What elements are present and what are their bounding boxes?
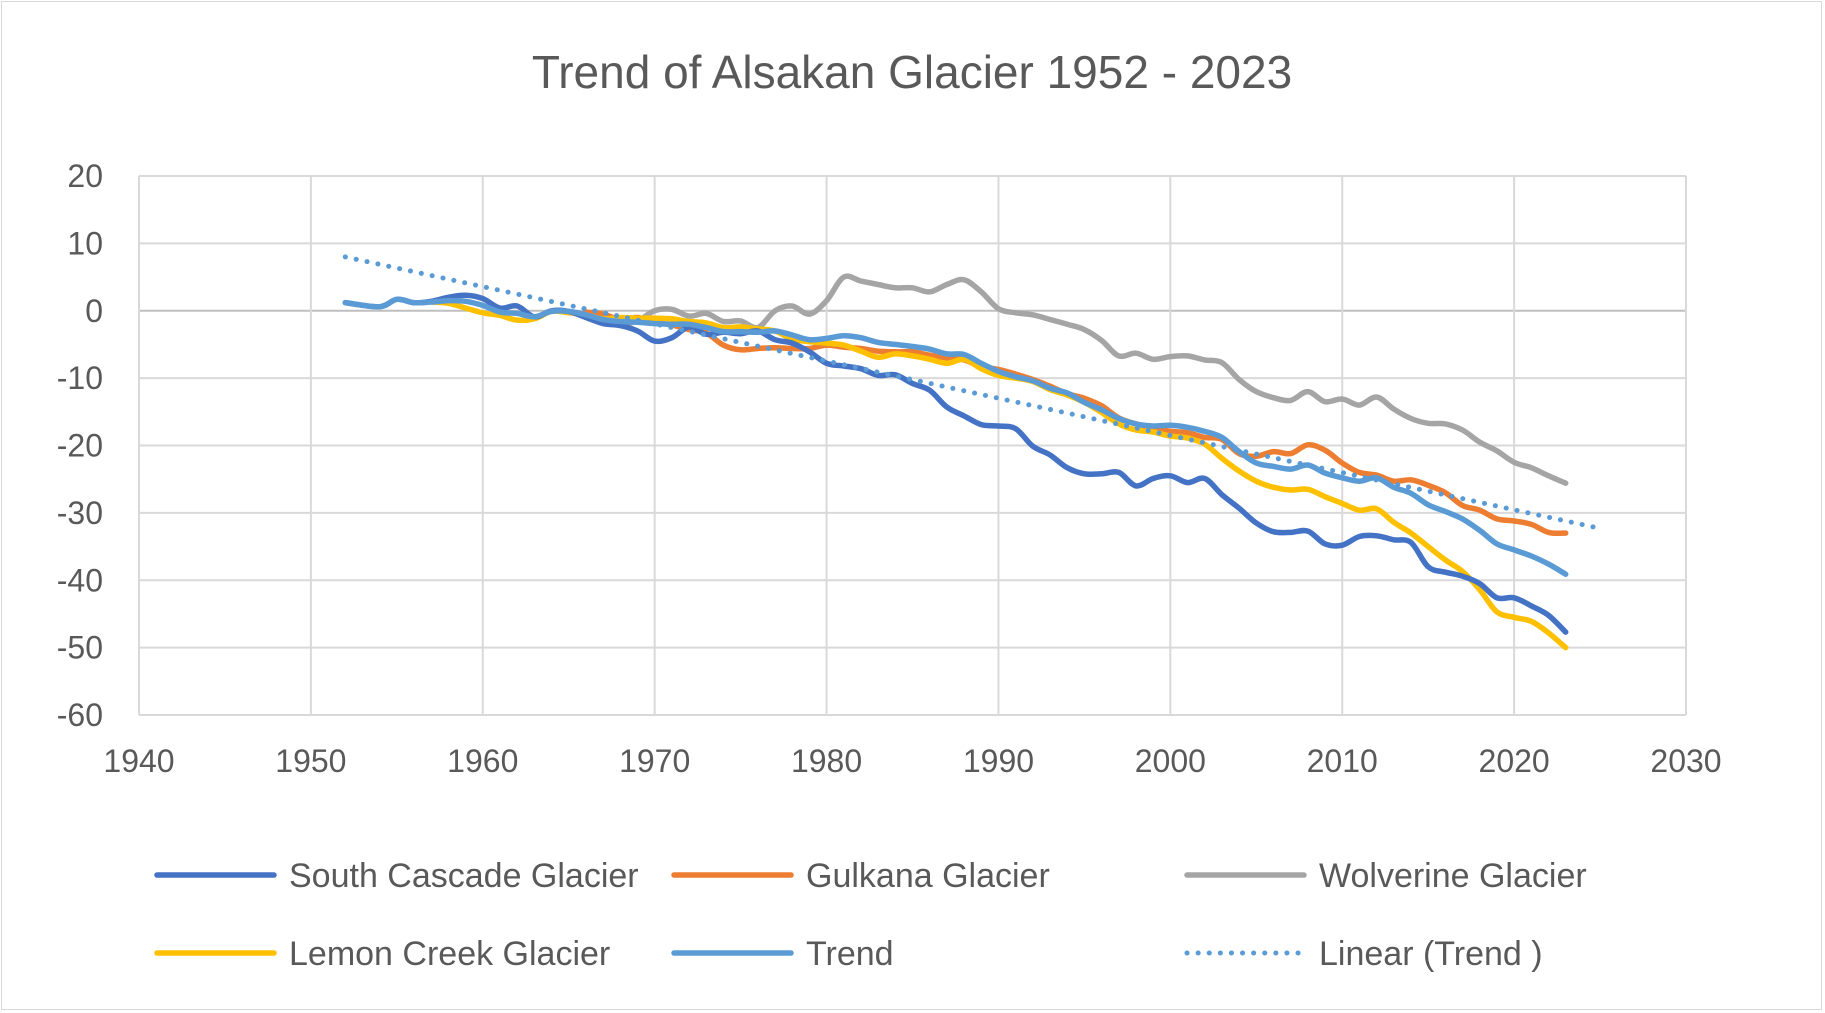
y-tick-label: -10 — [57, 360, 103, 396]
x-tick-label: 2010 — [1307, 743, 1378, 779]
series-line-linear-trend — [342, 254, 1603, 531]
legend-label-wolverine-glacier: Wolverine Glacier — [1319, 857, 1587, 895]
series-line-trend — [342, 296, 1569, 577]
x-tick-label: 1950 — [275, 743, 346, 779]
y-tick-label: 20 — [67, 158, 103, 194]
y-tick-label: -40 — [57, 562, 103, 598]
x-tick-label: 1970 — [619, 743, 690, 779]
legend-label-trend: Trend — [806, 935, 894, 973]
gridlines — [138, 175, 1687, 716]
series-line-wolverine-glacier — [583, 273, 1569, 486]
x-tick-label: 1940 — [103, 743, 174, 779]
x-tick-label: 1980 — [791, 743, 862, 779]
y-tick-label: -60 — [57, 697, 103, 733]
series-line-south-cascade-glacier — [342, 292, 1569, 635]
legend-label-south-cascade-glacier: South Cascade Glacier — [289, 857, 639, 895]
y-tick-label: -30 — [57, 495, 103, 531]
series-line-lemon-creek-glacier — [428, 299, 1569, 651]
y-tick-label: 10 — [67, 225, 103, 261]
legend-label-gulkana-glacier: Gulkana Glacier — [806, 857, 1050, 895]
chart-title: Trend of Alsakan Glacier 1952 - 2023 — [532, 46, 1292, 98]
x-tick-label: 2020 — [1479, 743, 1550, 779]
legend-label-linear-trend: Linear (Trend ) — [1319, 935, 1543, 973]
y-tick-label: 0 — [85, 293, 103, 329]
y-tick-label: -50 — [57, 630, 103, 666]
x-tick-label: 2030 — [1650, 743, 1721, 779]
x-tick-label: 1990 — [963, 743, 1034, 779]
legend: South Cascade Glacier Gulkana Glacier Wolv… — [154, 857, 1587, 973]
legend-label-lemon-creek-glacier: Lemon Creek Glacier — [289, 935, 610, 973]
y-tick-label: -20 — [57, 428, 103, 464]
x-tick-label: 1960 — [447, 743, 518, 779]
series-lines — [342, 254, 1603, 651]
x-tick-label: 2000 — [1135, 743, 1206, 779]
